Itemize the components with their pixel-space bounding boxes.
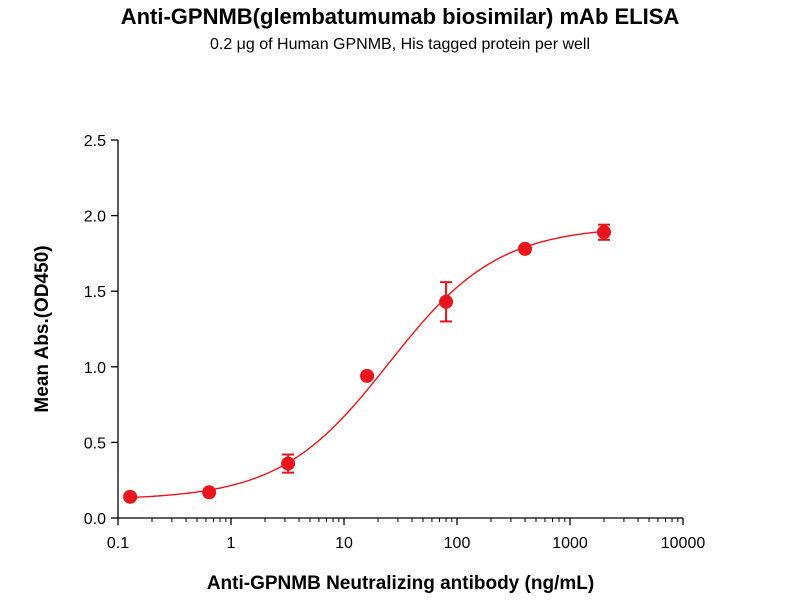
y-tick-label: 0.0 — [84, 511, 106, 528]
data-point — [360, 368, 375, 383]
data-point — [281, 456, 296, 471]
data-point — [518, 241, 533, 256]
x-tick-label: 0.1 — [107, 535, 129, 552]
y-tick-label: 1.5 — [84, 284, 106, 301]
axes: 0.0 0.5 1.0 1.5 2.0 2.5 0.1 1 10 100 1000 10000 — [84, 133, 706, 552]
data-point — [123, 489, 138, 504]
chart-title: Anti-GPNMB(glembatumumab biosimilar) mAb… — [120, 4, 680, 29]
chart-subtitle: 0.2 μg of Human GPNMB, His tagged protei… — [209, 36, 591, 53]
fit-curve — [130, 230, 605, 499]
y-tick-label: 2.0 — [84, 209, 106, 226]
x-tick-label: 1 — [227, 535, 236, 552]
x-tick-label: 10000 — [661, 535, 706, 552]
y-tick-label: 1.0 — [84, 360, 106, 377]
data-point — [439, 294, 454, 309]
x-tick-label: 100 — [444, 535, 471, 552]
data-point — [202, 485, 217, 500]
data-marks — [123, 223, 612, 504]
data-point — [597, 225, 612, 240]
y-tick-label: 0.5 — [84, 435, 106, 452]
x-tick-label: 1000 — [552, 535, 588, 552]
x-tick-label: 10 — [335, 535, 353, 552]
y-tick-label: 2.5 — [84, 133, 106, 150]
y-axis-title: Mean Abs.(OD450) — [32, 245, 53, 412]
x-axis-title: Anti-GPNMB Neutralizing antibody (ng/mL) — [207, 573, 594, 594]
